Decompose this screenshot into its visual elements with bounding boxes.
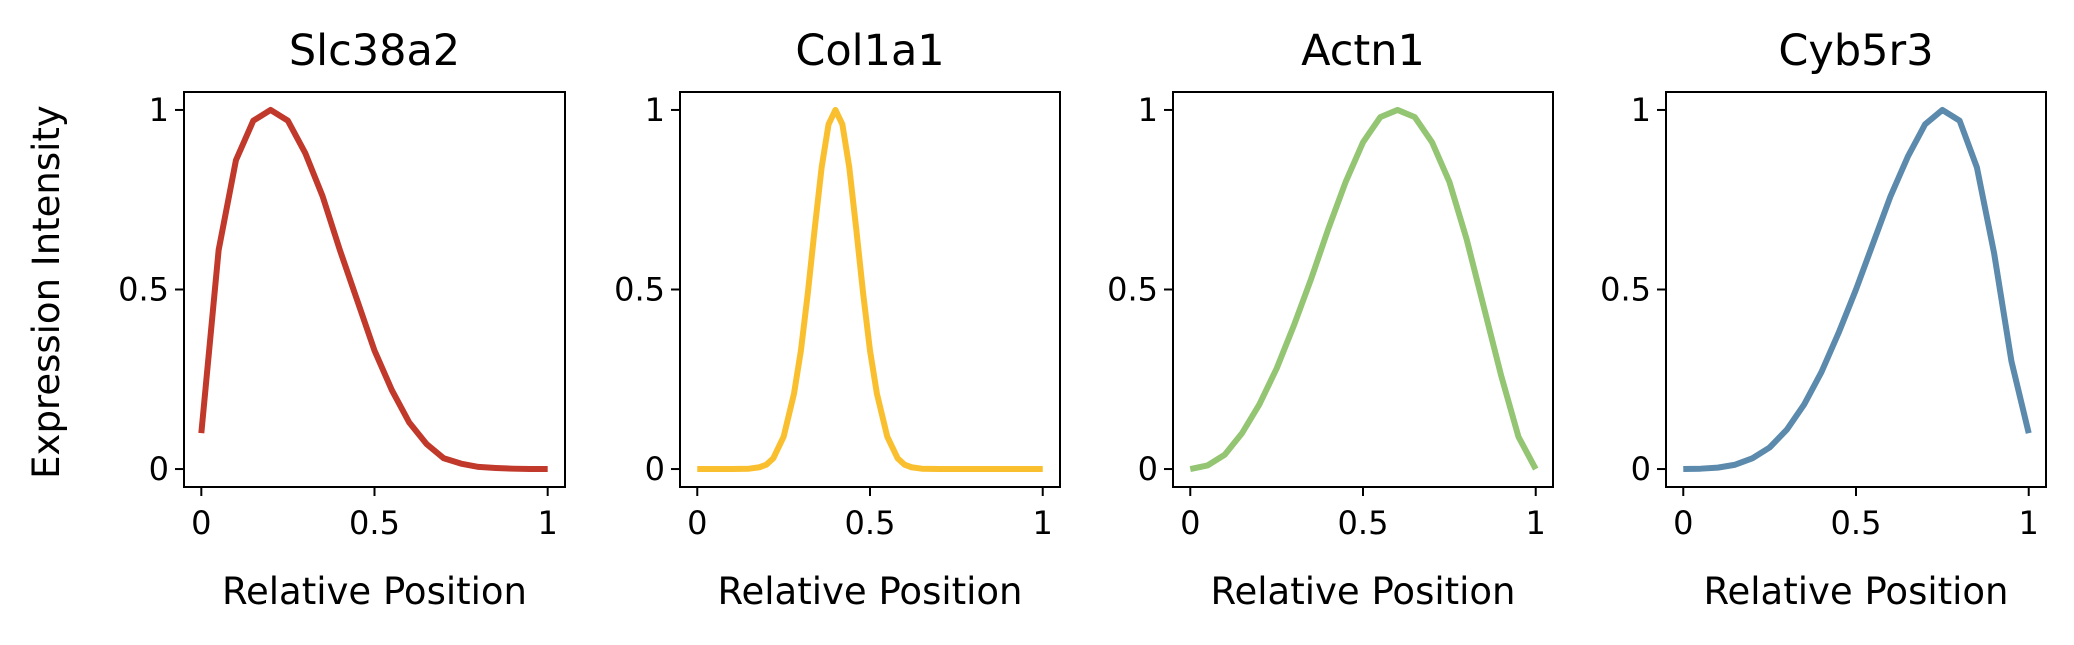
chart-panel-2: Col1a1 0 0.5 1 0 0.5 1 Relative Position bbox=[614, 26, 1061, 613]
y-tick-label: 0.5 bbox=[1107, 271, 1158, 309]
x-tick-label: 0.5 bbox=[845, 504, 896, 542]
expression-curve-actn1 bbox=[1189, 106, 1539, 472]
y-tick-label: 1 bbox=[645, 91, 665, 129]
x-tick-label: 0 bbox=[687, 504, 707, 542]
y-tick-label: 0 bbox=[1138, 450, 1158, 488]
x-axis-label: Relative Position bbox=[1210, 570, 1515, 613]
x-tick-label: 1 bbox=[1033, 504, 1053, 542]
y-tick-label: 1 bbox=[1138, 91, 1158, 129]
y-tick-label: 0.5 bbox=[1600, 271, 1651, 309]
axes-frame bbox=[679, 91, 1061, 488]
y-tick-label: 0 bbox=[645, 450, 665, 488]
x-tick-label: 0 bbox=[1673, 504, 1693, 542]
y-tick-label: 0.5 bbox=[614, 271, 665, 309]
chart-panel-1: Slc38a2 0 0.5 1 0 0.5 1 Relative Position bbox=[118, 26, 566, 613]
y-tick-label: 0 bbox=[1631, 450, 1651, 488]
x-tick-label: 0.5 bbox=[1831, 504, 1882, 542]
panel-title: Col1a1 bbox=[795, 26, 944, 76]
y-tick-label: 0 bbox=[149, 450, 169, 488]
panel-title: Actn1 bbox=[1301, 26, 1425, 76]
expression-curve-col1a1 bbox=[697, 106, 1043, 473]
panel-title: Slc38a2 bbox=[289, 26, 460, 76]
x-axis-label: Relative Position bbox=[717, 570, 1022, 613]
chart-panel-4: Cyb5r3 0 0.5 1 0 0.5 1 Relative Position bbox=[1600, 26, 2047, 613]
x-tick-label: 1 bbox=[1526, 504, 1546, 542]
x-axis-label: Relative Position bbox=[222, 570, 527, 613]
x-axis-label: Relative Position bbox=[1703, 570, 2008, 613]
y-tick-label: 1 bbox=[1631, 91, 1651, 129]
chart-panel-3: Actn1 0 0.5 1 0 0.5 1 Relative Position bbox=[1107, 26, 1554, 613]
x-tick-label: 0.5 bbox=[1338, 504, 1389, 542]
y-tick-label: 1 bbox=[149, 91, 169, 129]
expression-curve-cyb5r3 bbox=[1683, 106, 2032, 473]
x-tick-label: 0 bbox=[1180, 504, 1200, 542]
shared-y-axis-label: Expression Intensity bbox=[25, 105, 68, 479]
axes-frame bbox=[1172, 91, 1554, 488]
x-tick-label: 1 bbox=[538, 504, 558, 542]
panel-title: Cyb5r3 bbox=[1778, 26, 1933, 76]
x-tick-label: 0 bbox=[191, 504, 211, 542]
x-tick-label: 0.5 bbox=[349, 504, 400, 542]
x-tick-label: 1 bbox=[2019, 504, 2039, 542]
expression-curve-slc38a2 bbox=[198, 106, 548, 473]
y-tick-label: 0.5 bbox=[118, 271, 169, 309]
